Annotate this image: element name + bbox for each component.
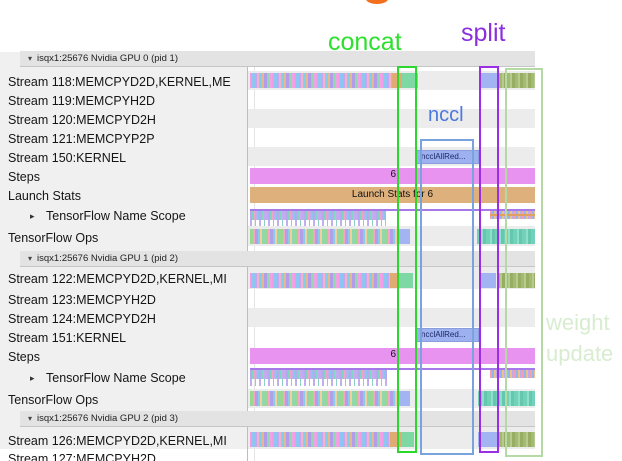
tf-name-scope-events-gpu0[interactable] xyxy=(250,211,386,220)
row-label-stream-121: Stream 121:MEMCPYP2P xyxy=(8,132,155,146)
stream-122-events-bar[interactable] xyxy=(250,273,390,288)
row-label-stream-122: Stream 122:MEMCPYD2D,KERNEL,MI xyxy=(8,272,227,286)
collapse-arrow-icon: ▾ xyxy=(28,254,33,263)
row-label-stream-126: Stream 126:MEMCPYD2D,KERNEL,MI xyxy=(8,434,227,448)
collapse-arrow-icon: ▾ xyxy=(28,54,33,63)
process-header-label: isqx1:25676 Nvidia GPU 0 (pid 1) xyxy=(37,53,179,64)
row-label-tf-name-scope-gpu0[interactable]: TensorFlow Name Scope xyxy=(46,209,186,223)
row-label-stream-120: Stream 120:MEMCPYD2H xyxy=(8,113,156,127)
row-label-steps-gpu0: Steps xyxy=(8,170,40,184)
stream-118-weight-update-events[interactable] xyxy=(499,73,535,88)
row-label-launch-stats: Launch Stats xyxy=(8,189,81,203)
tf-ops-concat-event-gpu0[interactable] xyxy=(397,229,410,244)
row-band xyxy=(248,109,535,128)
row-band xyxy=(248,308,535,327)
concat-annotation-label: concat xyxy=(328,28,402,56)
row-label-stream-124: Stream 124:MEMCPYD2H xyxy=(8,312,156,326)
nccl-annotation-label: nccl xyxy=(428,104,464,126)
row-label-stream-123: Stream 123:MEMCPYH2D xyxy=(8,293,156,307)
split-annotation-label: split xyxy=(461,19,506,47)
tf-name-scope-events-lower-gpu1[interactable] xyxy=(250,379,387,386)
tf-ops-concat-event-gpu1[interactable] xyxy=(398,391,410,406)
track-label-panel xyxy=(0,52,247,449)
steps-bar-gpu0[interactable]: 6 xyxy=(250,168,535,184)
row-label-stream-119: Stream 119:MEMCPYH2D xyxy=(8,94,156,108)
collapse-arrow-icon: ▾ xyxy=(28,414,33,423)
row-label-steps-gpu1: Steps xyxy=(8,350,40,364)
row-label-stream-127: Stream 127:MEMCPYH2D xyxy=(8,452,156,461)
stream-126-events-bar[interactable] xyxy=(250,432,390,447)
row-label-tf-ops-gpu1: TensorFlow Ops xyxy=(8,393,99,407)
split-highlight-box xyxy=(479,66,499,453)
weight-update-line1: weight xyxy=(546,310,610,335)
expand-arrow-icon[interactable]: ▸ xyxy=(30,211,35,221)
nccl-highlight-box xyxy=(420,139,474,455)
stream-122-tan-event[interactable] xyxy=(390,273,400,288)
stream-122-split-event[interactable] xyxy=(480,273,496,288)
tf-name-scope-events-gpu1[interactable] xyxy=(250,370,387,379)
stream-126-tan-event[interactable] xyxy=(390,432,401,447)
stream-118-concat-event[interactable] xyxy=(402,73,418,88)
steps-bar-gpu1[interactable]: 6 xyxy=(250,348,535,364)
row-label-tf-ops-gpu0: TensorFlow Ops xyxy=(8,231,99,245)
row-label-stream-118: Stream 118:MEMCPYD2D,KERNEL,ME xyxy=(8,75,231,89)
process-header-label: isqx1:25676 Nvidia GPU 1 (pid 2) xyxy=(37,253,179,264)
process-header-gpu2[interactable]: ▾ isqx1:25676 Nvidia GPU 2 (pid 3) xyxy=(20,411,535,427)
process-header-gpu1[interactable]: ▾ isqx1:25676 Nvidia GPU 1 (pid 2) xyxy=(20,251,535,267)
concat-highlight-box xyxy=(397,66,417,453)
stream-126-concat-event[interactable] xyxy=(401,432,414,447)
tf-name-scope-line-gpu1[interactable] xyxy=(250,368,535,370)
process-header-label: isqx1:25676 Nvidia GPU 2 (pid 3) xyxy=(37,413,179,424)
stream-126-split-event[interactable] xyxy=(478,432,497,447)
weight-update-annotation-label: weight update xyxy=(546,307,613,369)
tf-name-scope-events-lower-gpu0[interactable] xyxy=(250,220,386,226)
row-label-stream-150: Stream 150:KERNEL xyxy=(8,151,127,165)
step-number: 6 xyxy=(390,169,396,180)
row-label-stream-151: Stream 151:KERNEL xyxy=(8,331,127,345)
step-number: 6 xyxy=(390,349,396,360)
process-header-gpu0[interactable]: ▾ isqx1:25676 Nvidia GPU 0 (pid 1) xyxy=(20,51,535,67)
stream-122-concat-event[interactable] xyxy=(400,273,413,288)
cropped-orange-annotation xyxy=(366,0,388,4)
row-label-tf-name-scope-gpu1[interactable]: TensorFlow Name Scope xyxy=(46,371,186,385)
stream-126-weight-update-events[interactable] xyxy=(499,432,535,447)
stream-118-split-event[interactable] xyxy=(480,73,498,88)
tf-name-scope-right-events-gpu1[interactable] xyxy=(490,370,535,378)
tf-name-scope-line-gpu0[interactable] xyxy=(250,209,535,211)
tf-ops-events-gpu0[interactable] xyxy=(250,229,397,244)
expand-arrow-icon[interactable]: ▸ xyxy=(30,373,35,383)
weight-update-highlight-box xyxy=(505,68,543,457)
launch-stats-bar[interactable]: Launch Stats for 6 xyxy=(250,187,535,203)
tf-name-scope-orange-event[interactable] xyxy=(490,214,535,216)
tf-ops-events-gpu1[interactable] xyxy=(250,391,398,406)
nccl-allreduce-event-gpu0[interactable]: ncclAllRed... xyxy=(415,150,479,164)
weight-update-line2: update xyxy=(546,341,614,366)
stream-118-events-bar[interactable] xyxy=(250,73,392,88)
